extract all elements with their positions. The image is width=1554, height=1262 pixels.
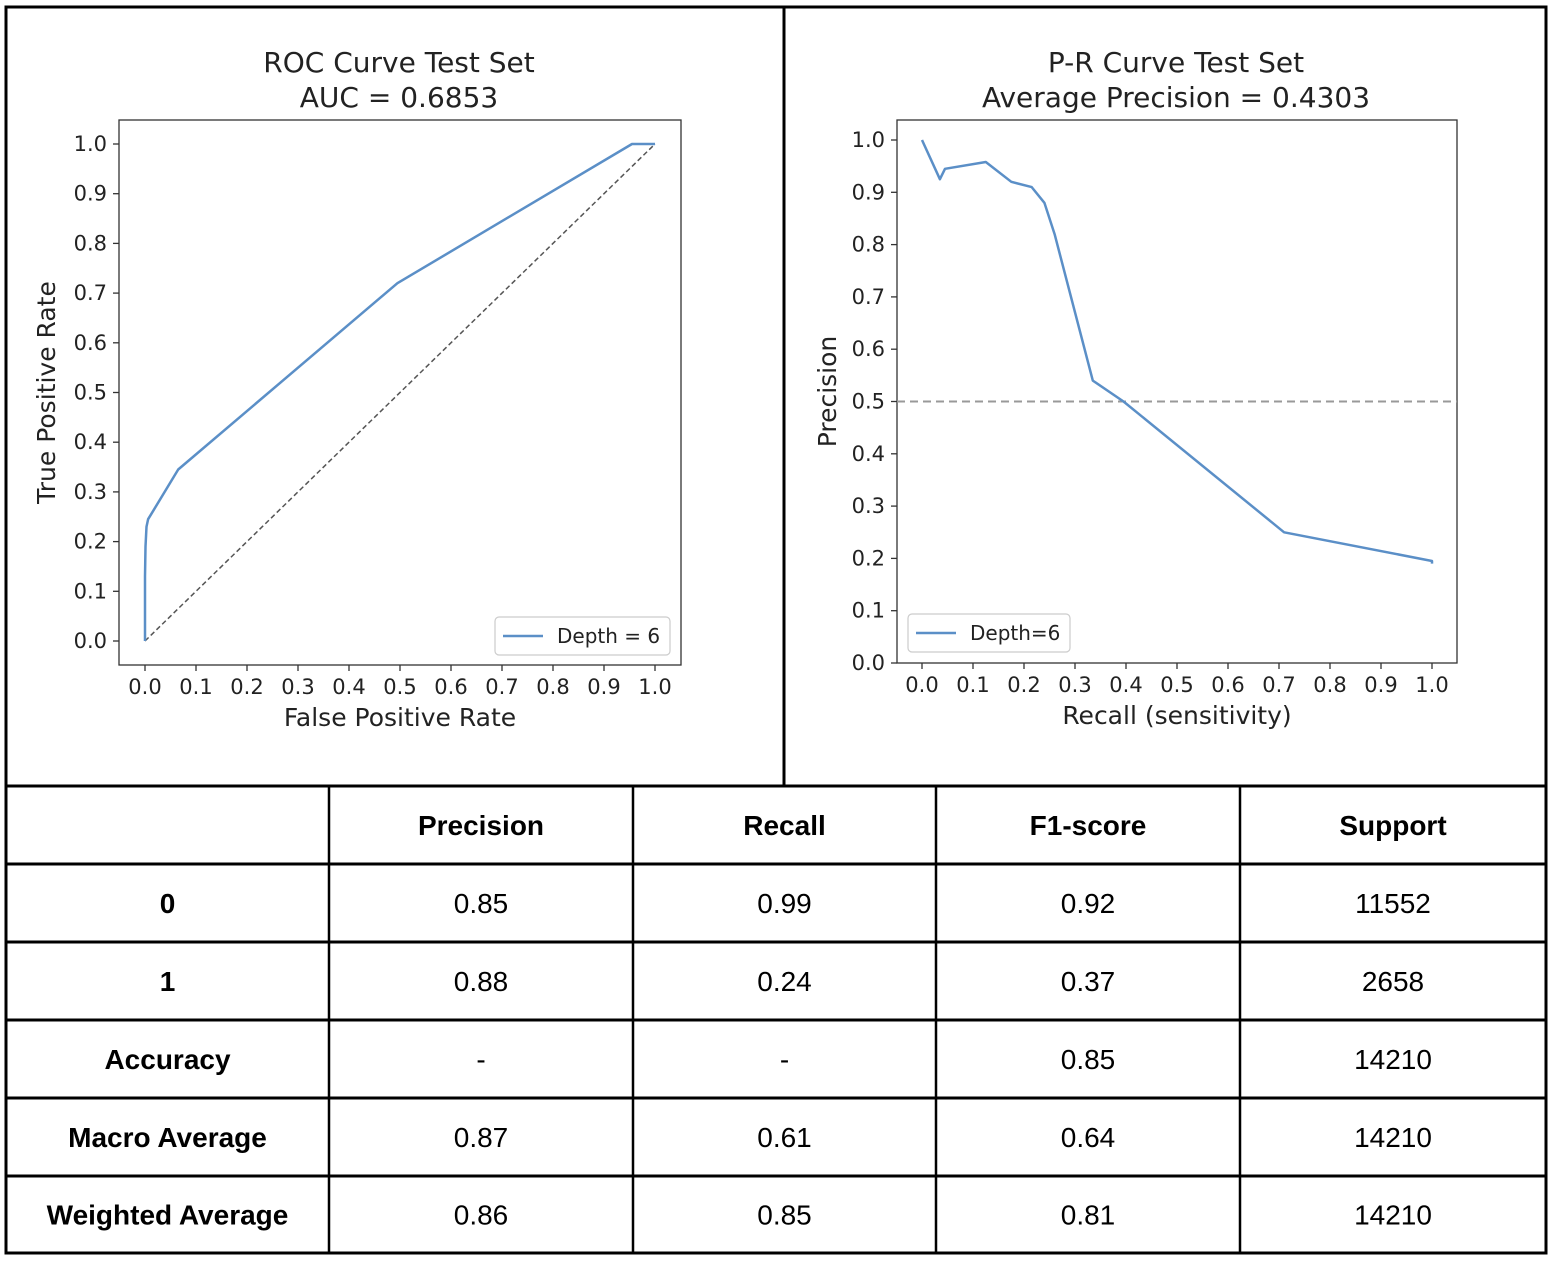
table-cell: 0.92 xyxy=(1061,888,1116,919)
table-cell: 0.61 xyxy=(757,1122,812,1153)
y-tick-label: 0.0 xyxy=(852,651,885,675)
x-tick-label: 0.1 xyxy=(956,673,989,697)
table-cell: 14210 xyxy=(1354,1200,1432,1231)
table-cell: 0.99 xyxy=(757,888,812,919)
series-line xyxy=(143,142,655,641)
table-cell: 14210 xyxy=(1354,1044,1432,1075)
series-line xyxy=(920,139,1434,564)
y-tick-label: 0.9 xyxy=(74,182,107,206)
y-axis-label: Precision xyxy=(813,336,842,448)
table-header-cell: Support xyxy=(1339,810,1446,841)
legend-label: Depth=6 xyxy=(970,621,1060,645)
table-row-label: Macro Average xyxy=(68,1122,267,1153)
chart-title: ROC Curve Test Set xyxy=(263,46,534,79)
x-tick-label: 0.0 xyxy=(905,673,938,697)
table-row-label: 0 xyxy=(160,888,176,919)
frame-border xyxy=(4,5,1548,1255)
x-tick-label: 0.1 xyxy=(179,675,212,699)
x-tick-label: 0.3 xyxy=(1058,673,1091,697)
x-tick-label: 0.7 xyxy=(485,675,518,699)
table-cell: 14210 xyxy=(1354,1122,1432,1153)
x-tick-label: 0.3 xyxy=(281,675,314,699)
y-tick-label: 0.5 xyxy=(852,390,885,414)
y-tick-label: 0.8 xyxy=(852,233,885,257)
table-cell: 0.64 xyxy=(1061,1122,1116,1153)
x-tick-label: 0.4 xyxy=(332,675,365,699)
y-tick-label: 0.6 xyxy=(74,331,107,355)
y-tick-label: 0.9 xyxy=(852,180,885,204)
y-tick-label: 0.4 xyxy=(74,430,107,454)
x-tick-label: 0.2 xyxy=(1007,673,1040,697)
reference-diagonal-line xyxy=(144,143,656,642)
legend-box xyxy=(494,616,671,656)
outer-frame xyxy=(4,5,1548,1255)
table-cell: 0.24 xyxy=(757,966,812,997)
y-tick-label: 0.4 xyxy=(852,442,885,466)
chart-subtitle: AUC = 0.6853 xyxy=(300,81,498,114)
x-tick-label: 0.6 xyxy=(434,675,467,699)
table-cell: 0.86 xyxy=(454,1200,509,1231)
y-tick-label: 0.8 xyxy=(74,231,107,255)
metrics-table: Precision Recall F1-score Support 0 0.85 0.99 0… xyxy=(6,784,1546,1255)
table-cell: 0.87 xyxy=(454,1122,509,1153)
y-axis-label: True Positive Rate xyxy=(32,281,61,505)
x-tick-label: 0.5 xyxy=(1160,673,1193,697)
plot-area xyxy=(896,119,1458,664)
table-cell: 11552 xyxy=(1355,888,1431,919)
table-header-cell: Precision xyxy=(418,810,544,841)
y-tick-label: 0.7 xyxy=(74,281,107,305)
x-tick-label: 1.0 xyxy=(1415,673,1448,697)
x-tick-label: 0.9 xyxy=(587,675,620,699)
table-cell: - xyxy=(476,1044,485,1075)
y-tick-label: 0.3 xyxy=(852,494,885,518)
chart-title: P-R Curve Test Set xyxy=(1048,46,1304,79)
table-cell: 0.85 xyxy=(757,1200,812,1231)
y-tick-label: 1.0 xyxy=(852,128,885,152)
x-tick-label: 0.2 xyxy=(230,675,263,699)
y-tick-label: 1.0 xyxy=(74,132,107,156)
y-tick-label: 0.0 xyxy=(74,629,107,653)
x-tick-label: 0.8 xyxy=(536,675,569,699)
x-axis-label: Recall (sensitivity) xyxy=(1062,701,1291,730)
y-tick-label: 0.2 xyxy=(852,546,885,570)
legend-label: Depth = 6 xyxy=(557,624,660,648)
table-cell: 0.85 xyxy=(454,888,509,919)
table-row-label: Weighted Average xyxy=(47,1200,289,1231)
x-tick-label: 0.0 xyxy=(128,675,161,699)
y-tick-label: 0.1 xyxy=(74,579,107,603)
y-tick-label: 0.6 xyxy=(852,337,885,361)
table-cell: 0.37 xyxy=(1061,966,1116,997)
table-cell: 0.85 xyxy=(1061,1044,1116,1075)
x-axis-label: False Positive Rate xyxy=(284,703,516,732)
chart-subtitle: Average Precision = 0.4303 xyxy=(982,81,1370,114)
table-cell: - xyxy=(780,1044,789,1075)
x-tick-label: 0.8 xyxy=(1313,673,1346,697)
x-tick-label: 0.5 xyxy=(383,675,416,699)
table-header-cell: Recall xyxy=(743,810,826,841)
legend-box xyxy=(907,613,1071,653)
y-tick-label: 0.3 xyxy=(74,480,107,504)
x-tick-label: 0.7 xyxy=(1262,673,1295,697)
table-cell: 2658 xyxy=(1362,966,1424,997)
y-tick-label: 0.7 xyxy=(852,285,885,309)
table-cell: 0.81 xyxy=(1061,1200,1116,1231)
x-tick-label: 0.4 xyxy=(1109,673,1142,697)
table-row-label: Accuracy xyxy=(104,1044,231,1075)
y-tick-label: 0.1 xyxy=(852,599,885,623)
y-tick-label: 0.5 xyxy=(74,381,107,405)
table-header-cell: F1-score xyxy=(1030,810,1147,841)
y-tick-label: 0.2 xyxy=(74,530,107,554)
table-cell: 0.88 xyxy=(454,966,509,997)
x-tick-label: 1.0 xyxy=(638,675,671,699)
x-tick-label: 0.9 xyxy=(1364,673,1397,697)
table-row-label: 1 xyxy=(160,966,176,997)
x-tick-label: 0.6 xyxy=(1211,673,1244,697)
